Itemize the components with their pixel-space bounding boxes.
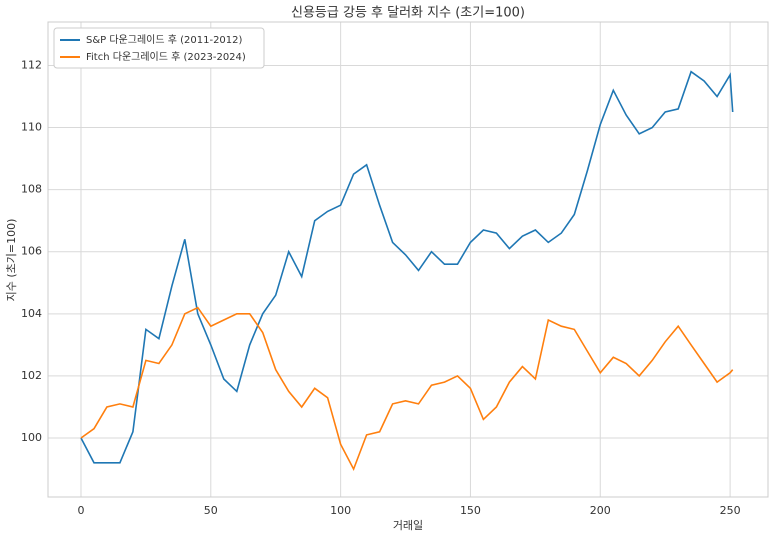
legend: S&P 다운그레이드 후 (2011-2012) Fitch 다운그레이드 후 (…	[53, 27, 265, 69]
y-tick-label: 108	[21, 183, 42, 196]
y-axis-label: 지수 (초기=100)	[5, 219, 18, 302]
x-tick-label: 250	[720, 504, 741, 517]
y-tick-label: 106	[21, 245, 42, 258]
legend-label: S&P 다운그레이드 후 (2011-2012)	[86, 34, 243, 46]
y-tick-label: 100	[21, 431, 42, 444]
y-tick-label: 112	[21, 58, 42, 71]
x-tick-label: 50	[204, 504, 218, 517]
series-line	[80, 70, 734, 464]
x-tick-label: 200	[590, 504, 611, 517]
x-axis-label: 거래일	[393, 518, 423, 532]
legend-label: Fitch 다운그레이드 후 (2023-2024)	[86, 51, 246, 63]
x-tick-label: 0	[77, 504, 84, 517]
series-line	[80, 306, 734, 472]
y-tick-label: 102	[21, 369, 42, 382]
x-tick-label: 100	[330, 504, 351, 517]
y-tick-label: 110	[21, 121, 42, 134]
legend-box	[53, 27, 265, 69]
y-tick-label: 104	[21, 307, 42, 320]
x-tick-label: 150	[460, 504, 481, 517]
plot-frame	[47, 21, 769, 498]
chart-title: 신용등급 강등 후 달러화 지수 (초기=100)	[291, 6, 525, 21]
